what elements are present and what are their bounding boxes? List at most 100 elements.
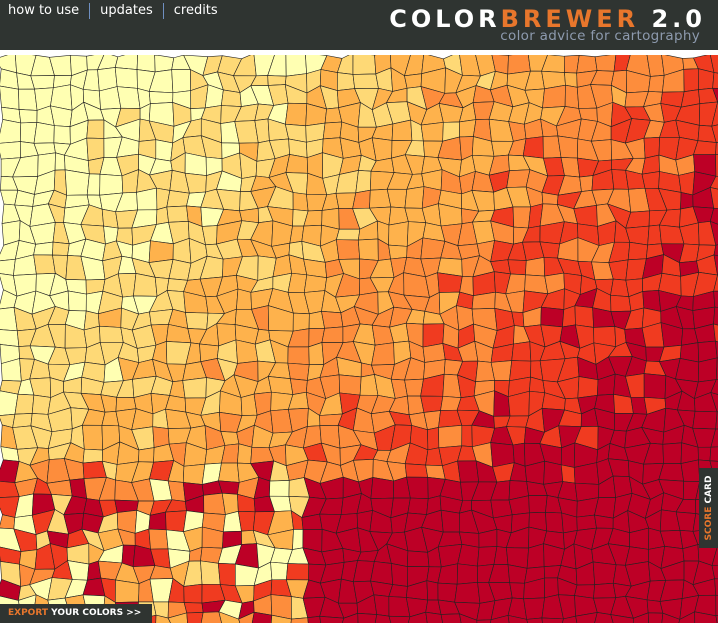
county (267, 75, 287, 86)
county (322, 121, 343, 140)
county (14, 393, 35, 415)
county (0, 514, 16, 530)
nav-link[interactable]: how to use (8, 3, 80, 18)
county (425, 611, 444, 623)
county (661, 612, 681, 623)
county (12, 413, 33, 428)
county (337, 72, 356, 91)
nav-link[interactable]: credits (162, 3, 228, 19)
county (713, 290, 718, 308)
county (371, 342, 395, 366)
county (404, 186, 425, 209)
county (292, 312, 310, 332)
county (218, 611, 241, 623)
county (658, 463, 685, 482)
county (200, 560, 221, 585)
county (709, 187, 718, 209)
county (698, 68, 715, 90)
county (573, 204, 598, 227)
county (678, 171, 696, 196)
county (713, 254, 718, 276)
county (138, 447, 155, 463)
county (461, 424, 473, 448)
county (560, 464, 576, 484)
county (286, 563, 310, 581)
county (709, 207, 718, 225)
county (507, 259, 527, 276)
county (338, 374, 362, 396)
county (269, 480, 290, 497)
county (54, 152, 66, 171)
county (540, 306, 565, 328)
county (632, 612, 650, 623)
county (627, 241, 648, 261)
county (574, 305, 594, 328)
county (490, 360, 513, 382)
county (168, 259, 192, 281)
county (0, 329, 20, 347)
county (440, 613, 462, 623)
county (183, 583, 203, 604)
county (18, 109, 38, 124)
your-colors-label: YOUR COLORS >> (51, 608, 142, 618)
county (33, 241, 54, 256)
score-card-tab[interactable]: SCORE CARD (699, 468, 718, 548)
county (507, 615, 528, 623)
export-button[interactable]: EXPORT YOUR COLORS >> (0, 604, 152, 623)
logo: COLORBREWER 2.0 (389, 5, 706, 33)
county (99, 325, 124, 343)
county (715, 142, 718, 155)
county (712, 87, 718, 103)
county (545, 511, 564, 534)
county (234, 120, 259, 144)
county (647, 612, 664, 623)
county (647, 224, 662, 246)
county (86, 119, 105, 139)
county (285, 102, 308, 127)
county (167, 612, 188, 623)
county (308, 342, 325, 366)
county (155, 139, 173, 162)
county (557, 135, 579, 159)
tagline: color advice for cartography (500, 28, 700, 44)
county (407, 497, 429, 515)
county (610, 614, 634, 623)
county (321, 326, 344, 344)
county (287, 272, 308, 293)
nav-link[interactable]: updates (89, 3, 163, 19)
county (136, 187, 158, 211)
county (511, 341, 532, 362)
county (564, 84, 580, 109)
county (710, 428, 718, 448)
county (182, 377, 207, 399)
county (438, 425, 463, 449)
county (237, 443, 253, 464)
county-map (0, 55, 718, 623)
county (711, 564, 718, 580)
county (99, 173, 124, 196)
county (292, 192, 309, 212)
county (218, 462, 240, 483)
county (476, 619, 492, 623)
county (0, 119, 22, 144)
county (166, 205, 189, 223)
nav: how to use updates credits (8, 3, 228, 19)
county (336, 239, 361, 260)
county (370, 561, 394, 585)
county (0, 258, 16, 276)
county (390, 563, 408, 587)
county (307, 615, 321, 623)
card-label: CARD (703, 475, 714, 504)
county (709, 446, 718, 462)
score-label: SCORE (703, 506, 714, 541)
county (697, 446, 712, 462)
county (82, 424, 103, 451)
county (133, 273, 158, 297)
county (319, 615, 345, 623)
county (490, 615, 510, 623)
county (709, 220, 718, 246)
county (357, 238, 379, 261)
county (335, 228, 361, 241)
county (594, 612, 614, 623)
